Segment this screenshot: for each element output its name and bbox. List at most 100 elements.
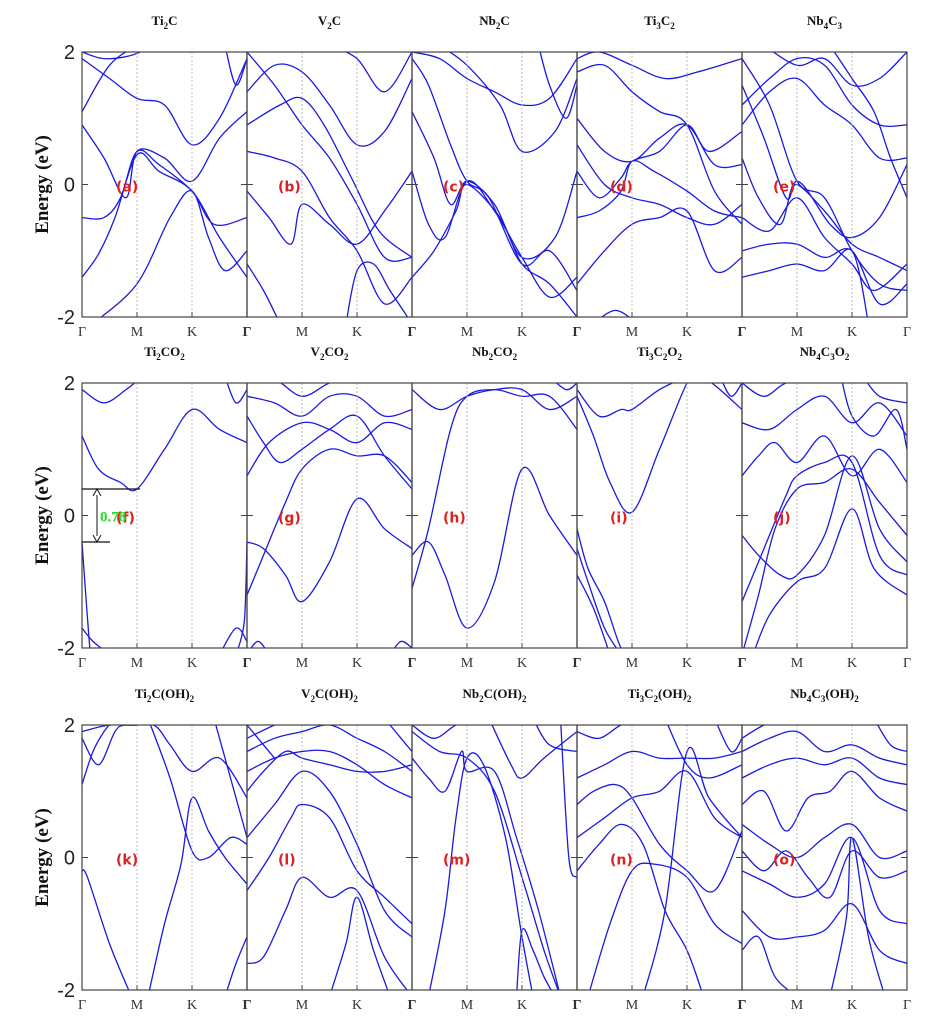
- band-line: [841, 383, 907, 450]
- panel-tag: (a): [116, 180, 138, 196]
- panel-title: V2CO2: [311, 344, 349, 362]
- panel-title-segment: Nb: [790, 686, 807, 701]
- x-tick-label: Γ: [573, 325, 581, 340]
- band-line: [560, 725, 577, 878]
- band-line: [577, 770, 742, 839]
- panel-frame: [741, 382, 908, 649]
- panel-title-segment: 2: [190, 694, 195, 704]
- panel-title: V2C: [318, 13, 341, 31]
- panel-title-segment: 2: [479, 694, 484, 704]
- band-line: [148, 796, 247, 990]
- gap-arrow-head-down: [92, 534, 102, 544]
- band-line: [742, 770, 907, 832]
- panel-title-segment: Ti: [152, 13, 164, 28]
- panel-title-segment: C: [661, 13, 670, 28]
- band-line: [742, 77, 907, 162]
- panel-bands: [247, 52, 412, 317]
- x-tick-label: Γ: [243, 998, 251, 1013]
- panel-title-segment: CO: [493, 344, 513, 359]
- band-line: [742, 836, 907, 925]
- frames-layer: [81, 51, 908, 991]
- panel-title-segment: 2: [489, 352, 494, 362]
- panel-tag: (g): [278, 511, 301, 527]
- band-line: [754, 508, 907, 648]
- band-line: [82, 149, 247, 226]
- panel-title-segment: V: [318, 13, 328, 28]
- band-line: [429, 752, 533, 990]
- panel-title: Ti2C: [152, 13, 178, 31]
- panel-title-segment: C: [821, 344, 830, 359]
- gap-arrow-head-up: [92, 487, 102, 497]
- x-tick-label: Γ: [573, 656, 581, 671]
- panel-tag: (m): [443, 853, 470, 869]
- x-tick-label: M: [626, 325, 639, 340]
- x-tick-label: Γ: [78, 998, 86, 1013]
- panel-title-segment: 4: [807, 694, 812, 704]
- band-line: [247, 803, 412, 925]
- x-tick-label: K: [352, 656, 362, 671]
- panel-title-segment: 2: [180, 352, 185, 362]
- x-tick-label: K: [517, 656, 527, 671]
- panel-title-segment: (OH): [825, 686, 854, 701]
- band-line: [247, 750, 412, 792]
- panel-tag: (o): [773, 853, 795, 869]
- panel-title-segment: C: [500, 13, 509, 28]
- panel-title: Nb2C: [479, 13, 510, 31]
- band-line: [743, 467, 907, 648]
- panel-title-segment: V: [311, 344, 321, 359]
- band-line: [577, 52, 742, 80]
- band-line: [742, 730, 907, 766]
- band-line: [866, 383, 907, 404]
- x-tick-label: Γ: [243, 325, 251, 340]
- panel-frame: [411, 382, 578, 649]
- panel-title: Nb4C3(OH)2: [790, 686, 859, 704]
- y-axis-label: Energy (eV): [32, 466, 53, 565]
- band-line: [577, 574, 609, 648]
- y-tick-label: 0: [64, 506, 75, 528]
- x-tick-label: Γ: [408, 325, 417, 340]
- band-line: [742, 197, 907, 292]
- band-line: [389, 725, 412, 752]
- x-tick-label: K: [847, 325, 857, 340]
- panel-bands: [742, 725, 907, 990]
- panel-tag: (l): [278, 853, 296, 869]
- panel-title-segment: 2: [845, 352, 850, 362]
- band-line: [247, 448, 412, 596]
- x-tick-label: M: [461, 656, 474, 671]
- x-tick-label: Γ: [78, 656, 86, 671]
- x-tick-label: M: [131, 998, 144, 1013]
- band-line: [82, 111, 247, 199]
- panel-title: Nb4C3O2: [800, 344, 850, 362]
- panel-title-segment: Ti: [144, 344, 156, 359]
- band-line: [247, 393, 412, 418]
- band-line: [412, 183, 577, 317]
- x-tick-label: Γ: [573, 325, 582, 340]
- band-line: [82, 869, 130, 990]
- panel-frame: [576, 382, 743, 649]
- band-line: [82, 627, 102, 648]
- y-tick-label: 2: [64, 715, 75, 737]
- band-line: [412, 58, 577, 291]
- panel-tag: (c): [443, 180, 464, 196]
- panel-title: Nb2CO2: [472, 344, 518, 362]
- panel-tag: (f): [116, 511, 135, 527]
- band-line: [247, 725, 277, 739]
- band-line: [247, 170, 412, 245]
- panel-title-segment: CO: [161, 344, 181, 359]
- panel-bands: [247, 725, 412, 990]
- panel-title-segment: 3: [649, 352, 654, 362]
- panel-title: Ti3C2O2: [637, 344, 683, 362]
- panel-title-segment: 3: [640, 694, 645, 704]
- band-line: [716, 725, 742, 753]
- panel-title-segment: C: [654, 344, 663, 359]
- panel-title-segment: C(OH): [484, 686, 522, 701]
- x-tick-label: K: [187, 998, 197, 1013]
- band-line: [577, 63, 742, 225]
- panel-tag: (n): [610, 853, 633, 869]
- band-line: [412, 731, 559, 990]
- panel-bands: [577, 52, 742, 317]
- panel-title: Nb4C3: [807, 13, 843, 31]
- panel-title-segment: Ti: [135, 686, 147, 701]
- x-tick-label: M: [791, 325, 804, 340]
